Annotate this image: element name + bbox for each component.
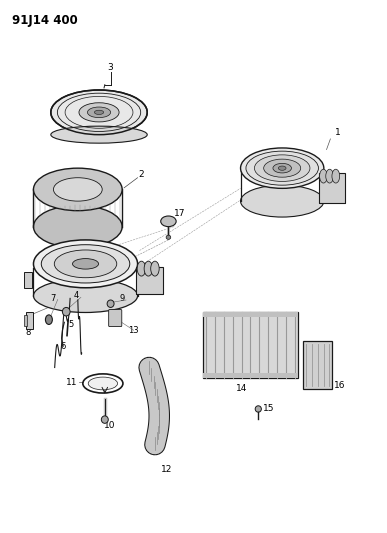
Ellipse shape	[41, 245, 130, 283]
Ellipse shape	[87, 107, 111, 118]
Ellipse shape	[254, 155, 310, 181]
Text: 8: 8	[25, 328, 30, 337]
Ellipse shape	[273, 164, 291, 173]
FancyBboxPatch shape	[203, 312, 298, 378]
FancyBboxPatch shape	[203, 373, 298, 378]
Ellipse shape	[161, 216, 176, 227]
Text: 14: 14	[236, 384, 247, 393]
Ellipse shape	[264, 159, 301, 177]
Ellipse shape	[33, 205, 122, 248]
Ellipse shape	[107, 300, 114, 308]
FancyBboxPatch shape	[109, 310, 122, 327]
Text: 3: 3	[108, 63, 113, 71]
Ellipse shape	[241, 148, 324, 188]
Text: 11: 11	[65, 378, 77, 387]
Ellipse shape	[51, 126, 147, 143]
Text: 5: 5	[68, 320, 74, 329]
Ellipse shape	[144, 261, 152, 276]
Ellipse shape	[88, 377, 118, 390]
FancyBboxPatch shape	[24, 315, 27, 326]
Ellipse shape	[137, 261, 146, 276]
Text: 6: 6	[60, 342, 66, 351]
Ellipse shape	[45, 315, 52, 325]
Ellipse shape	[72, 259, 99, 269]
Ellipse shape	[94, 110, 104, 115]
FancyBboxPatch shape	[26, 312, 33, 329]
Text: 16: 16	[334, 381, 345, 390]
Ellipse shape	[255, 406, 261, 412]
Text: 7: 7	[50, 294, 55, 303]
Ellipse shape	[101, 416, 108, 423]
Ellipse shape	[33, 168, 122, 211]
Text: 9: 9	[120, 294, 125, 303]
Text: 17: 17	[174, 209, 186, 218]
Text: 1: 1	[335, 128, 341, 137]
Ellipse shape	[62, 308, 70, 316]
Ellipse shape	[33, 240, 138, 288]
FancyBboxPatch shape	[319, 173, 345, 203]
Ellipse shape	[33, 279, 138, 312]
FancyBboxPatch shape	[303, 341, 332, 389]
Text: 10: 10	[104, 422, 116, 431]
Ellipse shape	[241, 185, 324, 217]
Text: 4: 4	[73, 291, 79, 300]
Ellipse shape	[326, 169, 334, 183]
Ellipse shape	[246, 151, 319, 185]
Ellipse shape	[54, 250, 117, 278]
Text: 91J14 400: 91J14 400	[12, 14, 78, 27]
Ellipse shape	[320, 169, 327, 183]
Text: 2: 2	[139, 170, 144, 179]
FancyBboxPatch shape	[136, 266, 163, 294]
Text: 15: 15	[263, 405, 274, 414]
Ellipse shape	[332, 169, 340, 183]
Ellipse shape	[151, 261, 159, 276]
Ellipse shape	[79, 103, 119, 122]
Ellipse shape	[51, 90, 147, 135]
Ellipse shape	[278, 166, 286, 170]
Text: 12: 12	[161, 465, 172, 474]
Ellipse shape	[53, 177, 102, 201]
Text: 13: 13	[128, 326, 139, 335]
Ellipse shape	[166, 235, 171, 239]
FancyBboxPatch shape	[24, 272, 33, 288]
FancyBboxPatch shape	[203, 312, 298, 317]
